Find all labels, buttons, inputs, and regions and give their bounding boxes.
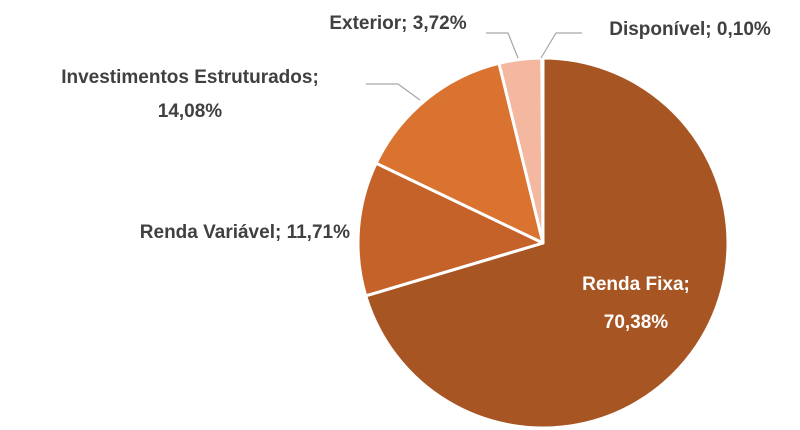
leader-lines: [366, 32, 582, 101]
value-label: 0,10%: [717, 19, 771, 40]
value-label: 14,08%: [158, 101, 223, 122]
value-label: 70,38%: [604, 312, 669, 333]
category-label: Disponível;: [609, 19, 711, 40]
leader-line: [366, 83, 421, 101]
category-label: Exterior;: [329, 13, 407, 34]
category-label: Renda Fixa;: [582, 274, 690, 295]
leader-line: [486, 32, 519, 59]
slices: [356, 56, 730, 430]
leader-line: [540, 32, 582, 59]
pie-slice: [364, 56, 730, 430]
data-label: Exterior; 3,72%: [329, 13, 466, 34]
value-label: 11,71%: [287, 222, 350, 243]
labels: Renda Fixa; 70,38% Renda Variável; 11,71% I…: [61, 13, 771, 333]
pie-slice: [374, 61, 545, 245]
data-label: Renda Variável; 11,71%: [140, 222, 350, 243]
pie-slice: [540, 56, 545, 245]
pie-slice: [356, 161, 545, 298]
category-label: Investimentos Estruturados;: [61, 67, 319, 88]
category-label: Renda Variável;: [140, 222, 282, 243]
data-label: Disponível; 0,10%: [609, 19, 771, 40]
value-label: 3,72%: [413, 13, 467, 34]
